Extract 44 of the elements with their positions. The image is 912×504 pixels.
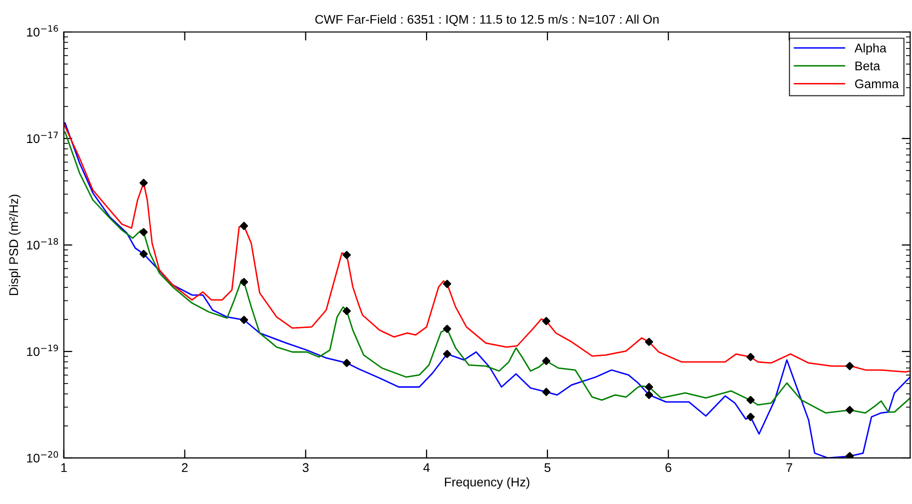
- y-axis-title: Displ PSD (m²/Hz): [8, 194, 21, 296]
- x-tick-label: 6: [666, 463, 672, 472]
- chart-title: CWF Far-Field : 6351 : IQM : 11.5 to 12.5 m/s : N=107 : All On: [315, 14, 659, 26]
- legend-label: Beta: [856, 62, 880, 70]
- point: [140, 228, 148, 236]
- point: [542, 356, 550, 366]
- y-tick-label: 10$^{−20}$: [27, 451, 58, 463]
- x-tick-label: 3: [302, 463, 309, 472]
- point: [240, 316, 248, 324]
- point: [240, 222, 248, 230]
- point: [140, 178, 148, 187]
- point: [644, 338, 654, 346]
- y-tick-label: 10$^{−17}$: [27, 132, 58, 144]
- y-tick-label: 10$^{−18}$: [27, 238, 58, 250]
- x-tick-label: 5: [544, 463, 550, 472]
- x-tick-label: 4: [423, 463, 430, 472]
- point: [443, 324, 452, 333]
- point: [846, 452, 854, 458]
- point: [342, 250, 351, 260]
- point: [746, 396, 755, 404]
- point: [240, 278, 248, 286]
- point: [342, 358, 351, 368]
- point: [443, 350, 452, 358]
- line-series: [64, 123, 910, 373]
- x-tick-label: 7: [786, 463, 792, 472]
- point: [746, 412, 755, 422]
- point: [443, 280, 452, 288]
- point: [342, 306, 351, 316]
- x-axis-title: Frequency (Hz): [444, 477, 530, 489]
- y-tick-label: 10$^{−19}$: [27, 344, 58, 356]
- point: [644, 390, 654, 400]
- x-tick-label: 2: [182, 463, 188, 472]
- point: [746, 352, 755, 362]
- y-tick-label: 10$^{−16}$: [27, 25, 58, 37]
- x-tick-label: 1: [61, 463, 67, 472]
- line-series: [64, 131, 910, 414]
- point: [140, 250, 148, 258]
- point: [644, 382, 654, 392]
- point: [846, 406, 854, 414]
- legend-label: Alpha: [854, 43, 886, 55]
- legend-label: Gamma: [855, 79, 899, 88]
- point: [542, 388, 550, 396]
- point: [542, 316, 550, 326]
- point: [846, 362, 854, 370]
